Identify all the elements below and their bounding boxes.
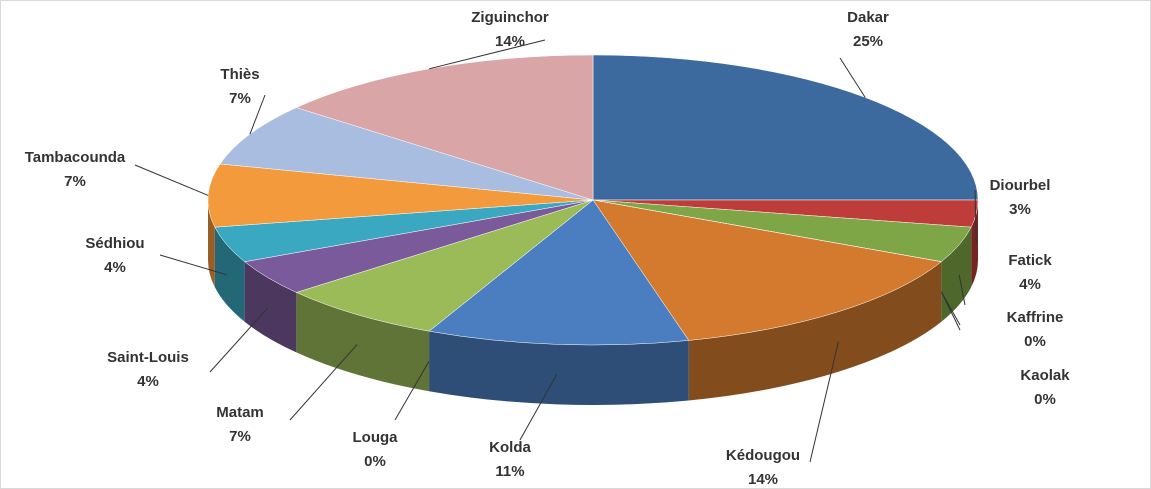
slice-value-label: 7% — [229, 90, 251, 107]
leader-line — [289, 344, 358, 421]
slice-side — [296, 292, 430, 392]
leader-line — [974, 189, 977, 244]
leader-line — [809, 341, 839, 463]
slice-value-label: 0% — [364, 453, 386, 470]
slice-value-label: 4% — [1019, 276, 1041, 293]
leader-line — [839, 57, 866, 98]
slice — [592, 199, 942, 341]
slice-label: Diourbel — [990, 177, 1051, 194]
slice-label: Dakar — [847, 9, 889, 26]
slice-side — [429, 331, 689, 405]
slice-label: Saint-Louis — [107, 349, 189, 366]
leader-line — [519, 374, 558, 441]
slice-value-label: 4% — [137, 373, 159, 390]
leader-line — [249, 94, 266, 135]
slice-label: Louga — [353, 429, 399, 446]
pie-tops — [207, 54, 979, 346]
slice-side — [214, 227, 245, 322]
leader-line — [134, 164, 209, 196]
slice-side — [244, 261, 297, 353]
pie-labels: Dakar 25% Diourbel 3% Fatick 4% Kaffrine 0% Kaol… — [25, 9, 1071, 488]
slice — [207, 163, 594, 228]
pie-sides — [208, 200, 978, 405]
slice-value-label: 3% — [1009, 201, 1031, 218]
slice-label: Tambacounda — [25, 149, 126, 166]
slice — [428, 199, 690, 346]
slice-label: Sédhiou — [85, 235, 144, 252]
slice — [295, 199, 594, 332]
slice-label: Thiès — [220, 66, 259, 83]
slice-value-label: 14% — [748, 471, 778, 488]
slice-label: Matam — [216, 404, 264, 421]
slice-side — [688, 261, 942, 401]
leader-line — [428, 39, 546, 70]
leader-line — [940, 291, 961, 331]
leader-line — [209, 307, 269, 373]
slice-value-label: 4% — [104, 259, 126, 276]
slice-side — [971, 200, 978, 288]
slice-side — [208, 200, 215, 288]
slice-label: Kaffrine — [1007, 309, 1064, 326]
slice-label: Kaolak — [1020, 367, 1070, 384]
slice-label: Kédougou — [726, 447, 800, 464]
slice-label: Fatick — [1008, 252, 1052, 269]
slice-value-label: 0% — [1024, 333, 1046, 350]
leader-line — [958, 274, 966, 306]
slice-value-label: 11% — [495, 463, 524, 480]
slice-label: Ziguinchor — [471, 9, 549, 26]
slice-value-label: 0% — [1034, 391, 1056, 408]
slice-value-label: 14% — [495, 33, 525, 50]
slice-value-label: 7% — [64, 173, 86, 190]
slice-value-label: 25% — [853, 33, 883, 50]
slice-label: Kolda — [489, 439, 531, 456]
leader-line — [394, 360, 430, 421]
slice-value-label: 7% — [229, 428, 251, 445]
leader-line — [159, 254, 227, 276]
